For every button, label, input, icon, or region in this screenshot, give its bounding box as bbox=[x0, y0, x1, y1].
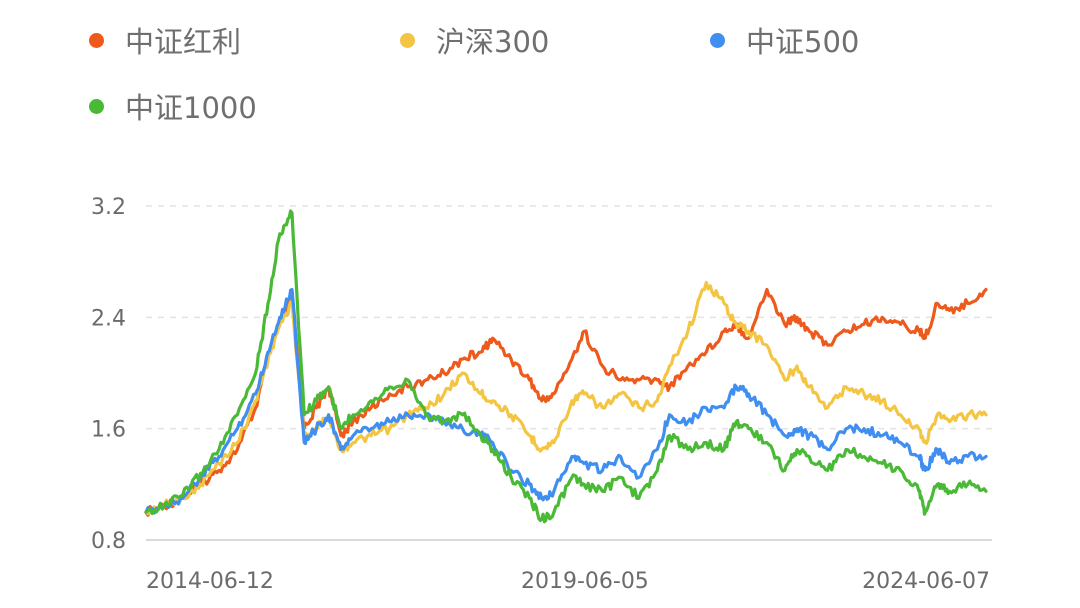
legend-marker-csi-300 bbox=[400, 32, 415, 48]
x-tick-label: 2014-06-12 bbox=[146, 569, 274, 594]
y-tick-label: 3.2 bbox=[91, 195, 126, 220]
series-lines bbox=[144, 209, 988, 524]
x-axis: 2014-06-12 2019-06-05 2024-06-07 bbox=[146, 569, 990, 594]
legend-item-csi-dividend[interactable]: 中证红利 bbox=[89, 20, 241, 60]
legend-label-csi-dividend: 中证红利 bbox=[125, 25, 242, 59]
legend-item-csi-1000[interactable]: 中证1000 bbox=[89, 86, 257, 126]
x-tick-label: 2019-06-05 bbox=[521, 569, 649, 594]
series-line bbox=[144, 287, 988, 517]
chart-legend: 中证红利 沪深300 中证500 中证1000 bbox=[0, 0, 1080, 140]
y-tick-label: 0.8 bbox=[91, 529, 126, 554]
legend-item-csi-500[interactable]: 中证500 bbox=[710, 20, 859, 60]
legend-label-csi-300: 沪深300 bbox=[436, 25, 550, 59]
legend-item-csi-300[interactable]: 沪深300 bbox=[400, 20, 549, 60]
y-axis: 0.8 1.6 2.4 3.2 bbox=[91, 195, 126, 554]
series-line bbox=[144, 287, 988, 515]
series-line bbox=[144, 209, 988, 524]
gridlines bbox=[146, 205, 992, 541]
y-tick-label: 1.6 bbox=[91, 418, 126, 443]
legend-label-csi-1000: 中证1000 bbox=[125, 91, 257, 125]
legend-marker-csi-500 bbox=[710, 32, 725, 48]
legend-marker-csi-dividend bbox=[89, 32, 104, 48]
legend-marker-csi-1000 bbox=[89, 98, 104, 114]
series-line bbox=[144, 280, 988, 516]
x-tick-label: 2024-06-07 bbox=[862, 569, 990, 594]
legend-label-csi-500: 中证500 bbox=[746, 25, 860, 59]
y-tick-label: 2.4 bbox=[91, 306, 126, 331]
